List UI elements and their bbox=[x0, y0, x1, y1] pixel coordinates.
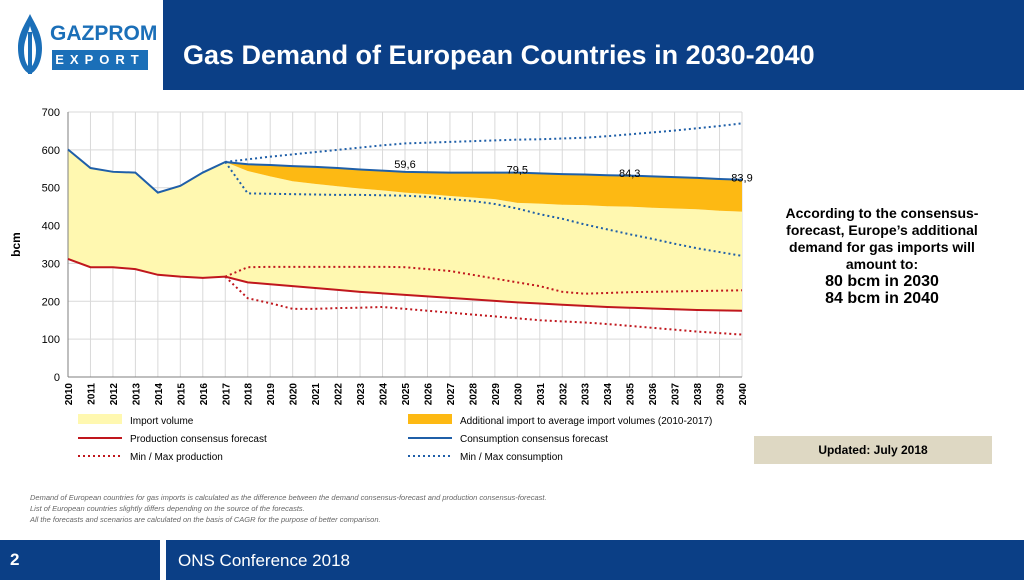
x-tick-label: 2031 bbox=[536, 383, 547, 406]
y-tick-label: 600 bbox=[42, 145, 60, 157]
legend-label: Additional import to average import volu… bbox=[460, 416, 712, 427]
x-tick-label: 2015 bbox=[176, 383, 187, 406]
side-note-2030: 80 bcm in 2030 bbox=[825, 273, 939, 290]
footnotes: Demand of European countries for gas imp… bbox=[30, 492, 547, 525]
legend-label: Min / Max production bbox=[130, 452, 223, 463]
legend-swatch bbox=[408, 414, 452, 424]
updated-badge: Updated: July 2018 bbox=[754, 436, 992, 464]
legend-label: Consumption consensus forecast bbox=[460, 434, 608, 445]
legend-swatch bbox=[78, 414, 122, 424]
page-number: 2 bbox=[10, 550, 20, 569]
conference-name: ONS Conference 2018 bbox=[178, 551, 350, 570]
x-tick-label: 2034 bbox=[603, 383, 614, 406]
x-tick-label: 2035 bbox=[626, 383, 637, 406]
x-tick-label: 2038 bbox=[693, 383, 704, 406]
x-tick-label: 2033 bbox=[581, 383, 592, 406]
footnote-3: All the forecasts and scenarios are calc… bbox=[30, 515, 381, 524]
legend-label: Import volume bbox=[130, 416, 194, 427]
max-production-line bbox=[224, 265, 743, 295]
footnote-2: List of European countries slightly diff… bbox=[30, 504, 305, 513]
x-tick-label: 2020 bbox=[289, 383, 300, 406]
x-tick-label: 2039 bbox=[716, 383, 727, 406]
x-tick-label: 2016 bbox=[199, 383, 210, 406]
x-tick-label: 2024 bbox=[379, 383, 390, 406]
x-tick-label: 2037 bbox=[671, 383, 682, 406]
x-tick-label: 2030 bbox=[513, 383, 524, 406]
x-tick-label: 2010 bbox=[64, 383, 75, 406]
x-tick-label: 2028 bbox=[468, 383, 479, 406]
x-tick-label: 2023 bbox=[356, 383, 367, 406]
x-tick-label: 2036 bbox=[648, 383, 659, 406]
side-note-text: According to the consensus-forecast, Eur… bbox=[785, 205, 979, 272]
max-consumption-line bbox=[225, 122, 743, 163]
x-tick-label: 2040 bbox=[738, 383, 749, 406]
y-tick-label: 700 bbox=[42, 107, 60, 119]
logo-subtitle: EXPORT bbox=[52, 50, 148, 70]
legend-label: Production consensus forecast bbox=[130, 434, 267, 445]
x-tick-label: 2029 bbox=[491, 383, 502, 406]
x-tick-label: 2019 bbox=[266, 383, 277, 406]
y-axis-label: bcm bbox=[9, 232, 23, 257]
footer-divider bbox=[160, 540, 166, 580]
logo-wordmark: GAZPROM bbox=[50, 22, 158, 45]
company-logo: GAZPROM EXPORT bbox=[0, 0, 163, 90]
x-tick-label: 2013 bbox=[131, 383, 142, 406]
y-tick-label: 400 bbox=[42, 221, 60, 233]
x-tick-label: 2018 bbox=[244, 383, 255, 406]
page-title: Gas Demand of European Countries in 2030… bbox=[183, 40, 815, 70]
min-consumption-line bbox=[224, 161, 743, 257]
y-tick-label: 300 bbox=[42, 258, 60, 270]
data-label: 84,3 bbox=[619, 168, 640, 180]
import-volume-area bbox=[68, 149, 742, 311]
min-production-line bbox=[224, 275, 743, 336]
x-tick-label: 2014 bbox=[154, 383, 165, 406]
x-tick-label: 2021 bbox=[311, 383, 322, 406]
side-note: According to the consensus-forecast, Eur… bbox=[764, 205, 1000, 307]
x-tick-label: 2022 bbox=[334, 383, 345, 406]
gas-demand-chart: 0 100 200 300 400 500 600 700 2010 2011 2012 2013 20… bbox=[9, 107, 753, 463]
x-tick-label: 2025 bbox=[401, 383, 412, 406]
consumption-line bbox=[67, 148, 743, 194]
data-label: 79,5 bbox=[507, 165, 528, 177]
x-tick-label: 2012 bbox=[109, 383, 120, 406]
x-tick-label: 2027 bbox=[446, 383, 457, 406]
x-tick-label: 2011 bbox=[86, 383, 97, 405]
data-label: 83,9 bbox=[731, 173, 752, 185]
additional-import-area bbox=[68, 149, 742, 212]
x-tick-label: 2017 bbox=[221, 383, 232, 406]
data-label: 59,6 bbox=[394, 159, 415, 171]
y-tick-label: 0 bbox=[54, 372, 60, 384]
header-bar: GAZPROM EXPORT Gas Demand of European Co… bbox=[0, 0, 1024, 90]
y-tick-label: 100 bbox=[42, 334, 60, 346]
gazprom-flame-logo-icon bbox=[18, 14, 42, 74]
footnote-1: Demand of European countries for gas imp… bbox=[30, 493, 547, 502]
legend-label: Min / Max consumption bbox=[460, 452, 563, 463]
x-tick-label: 2026 bbox=[423, 383, 434, 406]
side-note-2040: 84 bcm in 2040 bbox=[825, 290, 939, 307]
footer-bar: 2 ONS Conference 2018 bbox=[0, 540, 1024, 580]
y-tick-label: 200 bbox=[42, 296, 60, 308]
x-tick-label: 2032 bbox=[558, 383, 569, 406]
production-line bbox=[67, 257, 743, 312]
y-tick-label: 500 bbox=[42, 183, 60, 195]
